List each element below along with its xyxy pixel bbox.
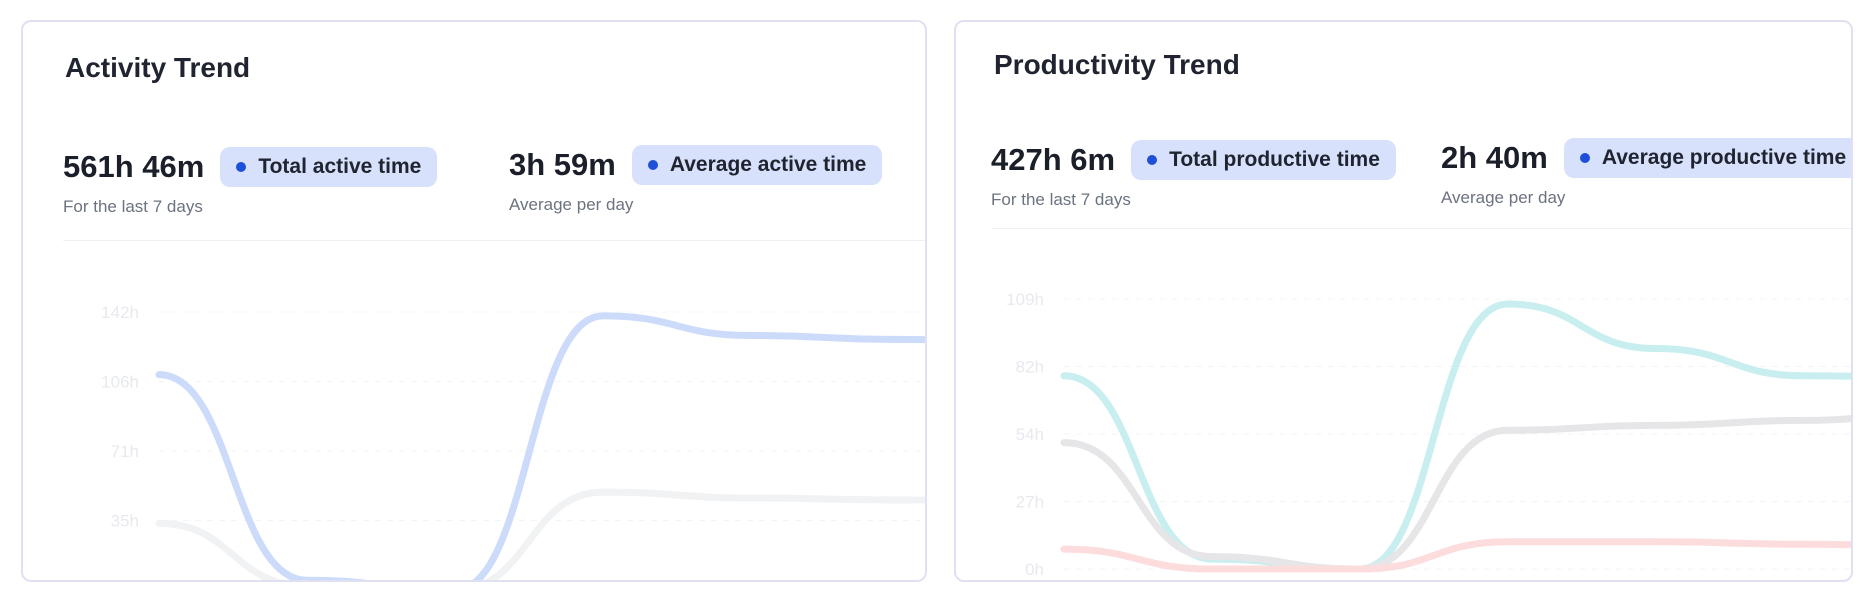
productivity-chart-series-line-0: [1060, 300, 1851, 573]
average-active-time-value: 3h 59m: [509, 147, 616, 182]
total-active-time-value: 561h 46m: [63, 149, 205, 184]
metrics-divider: [63, 240, 925, 241]
average-active-time-metric: 3h 59m Average active time Average per d…: [509, 145, 883, 215]
activity-trend-chart: 0h 35h 71h 106h 142h: [101, 303, 925, 582]
total-productive-time-metric: 427h 6m Total productive time For the la…: [991, 140, 1396, 210]
bullet-dot-icon: [1579, 153, 1590, 163]
metrics-divider: [991, 228, 1851, 229]
total-productive-time-value: 427h 6m: [991, 142, 1116, 177]
activity-chart-y-tick-label: 106h: [101, 373, 139, 392]
total-active-time-badge: Total active time: [220, 147, 438, 187]
total-active-time-metric: 561h 46m Total active time For the last …: [63, 147, 438, 217]
productivity-chart-y-tick-label: 0h: [1025, 560, 1044, 579]
productivity-chart-series-line-1: [1060, 415, 1851, 573]
average-active-time-badge: Average active time: [631, 145, 883, 185]
average-active-time-label: Average active time: [669, 153, 867, 176]
activity-chart-series-line-0: [155, 312, 925, 580]
total-productive-time-badge: Total productive time: [1131, 140, 1396, 180]
activity-chart-series-line-1: [155, 488, 925, 580]
productivity-trend-card: Productivity Trend 427h 6m Total product…: [954, 20, 1853, 582]
activity-chart-y-tick-label: 35h: [111, 512, 139, 531]
average-productive-time-badge: Average productive time: [1563, 138, 1851, 178]
total-active-time-label: Total active time: [258, 155, 422, 178]
productivity-chart-series-line-2: [1060, 538, 1851, 573]
activity-trend-title: Activity Trend: [65, 52, 251, 83]
average-productive-time-label: Average productive time: [1601, 146, 1847, 169]
productivity-chart-y-tick-label: 109h: [1006, 290, 1044, 309]
activity-trend-card: Activity Trend 561h 46m Total active tim…: [21, 20, 927, 582]
total-productive-time-label: Total productive time: [1169, 148, 1380, 171]
average-productive-time-value: 2h 40m: [1441, 140, 1548, 175]
productivity-chart-y-tick-label: 82h: [1016, 358, 1044, 377]
total-productive-time-subtitle: For the last 7 days: [991, 190, 1131, 209]
productivity-trend-chart: 0h 27h 54h 82h 109h: [1006, 290, 1851, 579]
productivity-trend-title: Productivity Trend: [994, 49, 1240, 80]
average-productive-time-subtitle: Average per day: [1441, 188, 1566, 207]
productivity-chart-y-tick-label: 27h: [1016, 493, 1044, 512]
productivity-chart-y-tick-label: 54h: [1016, 425, 1044, 444]
activity-chart-y-tick-label: 0h: [120, 581, 139, 582]
bullet-dot-icon: [1147, 155, 1158, 165]
bullet-dot-icon: [647, 160, 658, 170]
average-productive-time-metric: 2h 40m Average productive time Average p…: [1441, 138, 1851, 208]
bullet-dot-icon: [236, 162, 247, 172]
activity-chart-y-tick-label: 142h: [101, 303, 139, 322]
activity-chart-y-tick-label: 71h: [111, 442, 139, 461]
average-active-time-subtitle: Average per day: [509, 195, 634, 214]
total-active-time-subtitle: For the last 7 days: [63, 197, 203, 216]
